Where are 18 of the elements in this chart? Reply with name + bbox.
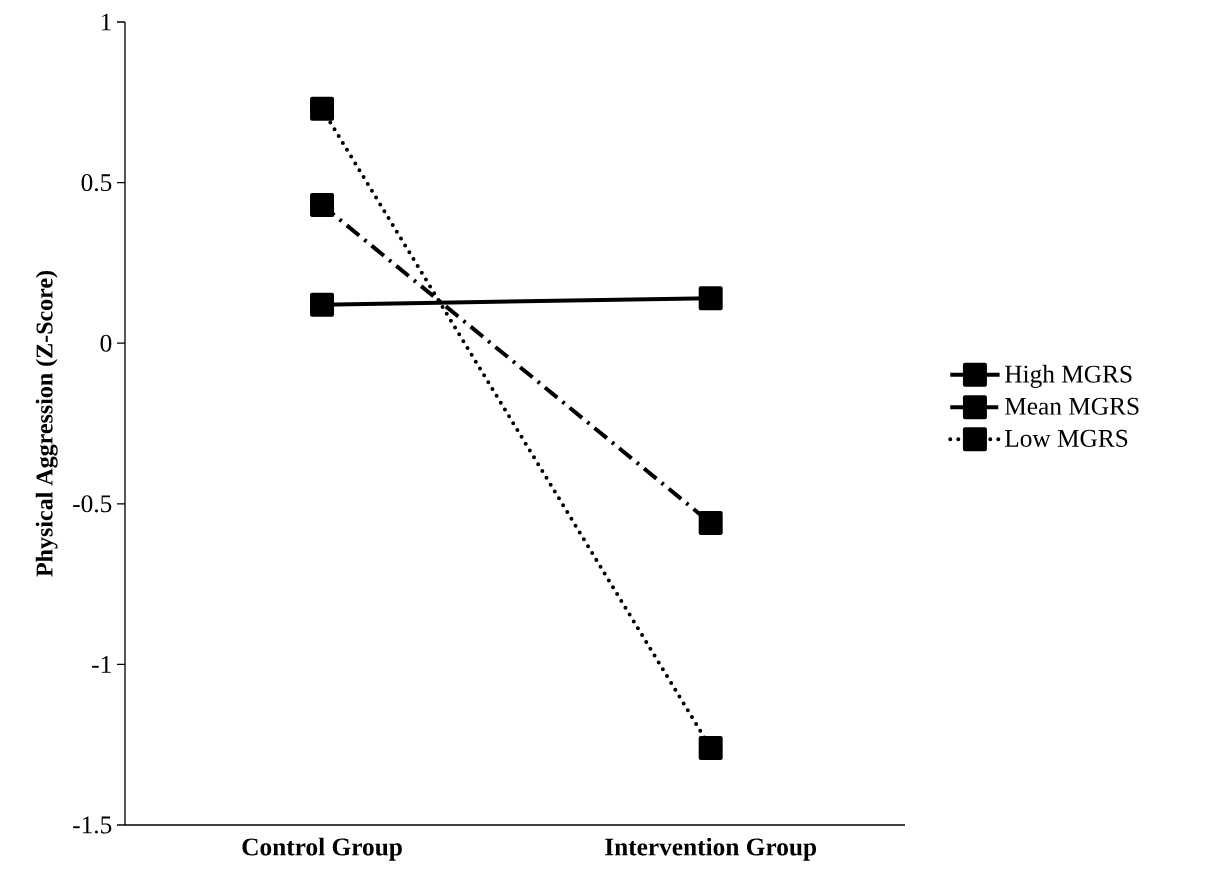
y-tick-label: -1	[92, 656, 111, 673]
legend-label: Mean MGRS	[1004, 397, 1139, 415]
x-tick-label: Intervention Group	[605, 837, 817, 861]
y-tick-label: 1	[101, 13, 111, 31]
y-tick-label: -1.5	[73, 816, 112, 834]
legend-label: High MGRS	[1004, 364, 1132, 388]
legend-label: Low MGRS	[1004, 429, 1128, 447]
point	[698, 735, 723, 760]
point	[310, 292, 335, 317]
y-axis-title: Physical Aggression (Z-Score)	[35, 270, 58, 577]
y-tick-label: -0.5	[73, 495, 112, 513]
point	[698, 511, 723, 536]
y-tick-label: 0	[100, 334, 112, 352]
point	[310, 96, 335, 121]
point	[310, 193, 335, 218]
x-tick-label: Control Group	[242, 837, 402, 861]
point	[698, 286, 723, 311]
y-tick-label: 0.5	[81, 174, 112, 192]
